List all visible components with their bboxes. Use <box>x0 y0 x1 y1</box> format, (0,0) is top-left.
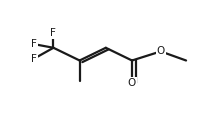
Text: F: F <box>51 28 56 38</box>
Text: F: F <box>31 54 37 64</box>
Text: F: F <box>31 39 37 49</box>
Text: O: O <box>157 46 165 56</box>
Text: O: O <box>128 78 136 88</box>
